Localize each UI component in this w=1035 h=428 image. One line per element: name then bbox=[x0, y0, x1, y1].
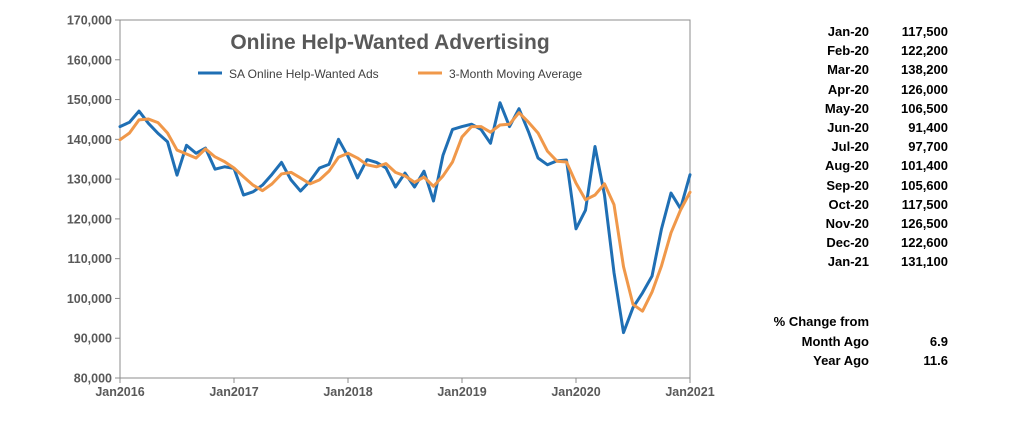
y-tick-label: 80,000 bbox=[74, 372, 112, 386]
year-ago-value: 11.6 bbox=[923, 353, 948, 368]
table-row: Feb-20 122,200 bbox=[760, 41, 948, 60]
table-month: Jul-20 bbox=[831, 139, 869, 155]
table-value: 91,400 bbox=[908, 119, 948, 135]
table-month: Jan-20 bbox=[827, 24, 869, 39]
x-tick-label: Jan2017 bbox=[209, 385, 258, 399]
table-value: 117,500 bbox=[901, 196, 948, 212]
table-month: May-20 bbox=[824, 100, 869, 116]
line-chart: 80,000 90,000 100,000 110,000 120,000 130,000… bbox=[67, 14, 715, 400]
table-value: 126,000 bbox=[901, 81, 948, 97]
y-tick-label: 140,000 bbox=[67, 133, 112, 147]
table-row: Jan-21 131,100 bbox=[760, 252, 948, 271]
y-tick-label: 110,000 bbox=[68, 252, 113, 266]
table-value: 105,600 bbox=[901, 177, 948, 193]
table-month: Nov-20 bbox=[825, 215, 869, 231]
month-ago-value: 6.9 bbox=[929, 334, 948, 349]
plot-frame bbox=[119, 19, 691, 379]
table-month: Jan-21 bbox=[827, 254, 869, 270]
table-value: 122,200 bbox=[901, 43, 948, 59]
x-tick-label: Jan2016 bbox=[95, 385, 144, 399]
x-tick-label: Jan2019 bbox=[437, 385, 486, 399]
table-month: Apr-20 bbox=[827, 81, 869, 97]
table-value: 106,500 bbox=[901, 100, 948, 116]
legend-label-moving-average: 3-Month Moving Average bbox=[449, 67, 583, 81]
table-row: Jan-20 117,500 bbox=[760, 22, 948, 41]
year-ago-row: Year Ago 11.6 bbox=[760, 351, 948, 370]
table-month: Oct-20 bbox=[828, 196, 869, 212]
table-month: Jun-20 bbox=[827, 119, 869, 135]
table-row: Apr-20 126,000 bbox=[760, 80, 948, 99]
x-tick-label: Jan2020 bbox=[551, 385, 600, 399]
table-month: Dec-20 bbox=[826, 235, 869, 251]
y-tick-label: 130,000 bbox=[67, 173, 112, 187]
y-tick-label: 90,000 bbox=[74, 332, 112, 346]
year-ago-label: Year Ago bbox=[813, 353, 869, 368]
table-row: Mar-20 138,200 bbox=[760, 60, 948, 79]
x-tick-label: Jan2021 bbox=[665, 385, 714, 399]
table-value: 126,500 bbox=[901, 215, 948, 231]
y-tick-label: 170,000 bbox=[67, 14, 112, 28]
table-value: 101,400 bbox=[901, 158, 948, 174]
table-row: Dec-20 122,600 bbox=[760, 233, 948, 252]
y-tick-label: 120,000 bbox=[67, 212, 112, 226]
series-line-sa-ads bbox=[118, 101, 692, 335]
table-row: Aug-20 101,400 bbox=[760, 156, 948, 175]
table-month: Sep-20 bbox=[826, 177, 869, 193]
table-value: 138,200 bbox=[901, 62, 948, 78]
table-row: Oct-20 117,500 bbox=[760, 195, 948, 214]
x-tick-label: Jan2018 bbox=[323, 385, 372, 399]
table-value: 97,700 bbox=[908, 139, 948, 155]
month-ago-label: Month Ago bbox=[801, 334, 869, 349]
table-value: 117,500 bbox=[901, 24, 948, 39]
table-row: May-20 106,500 bbox=[760, 99, 948, 118]
table-row: Sep-20 105,600 bbox=[760, 176, 948, 195]
table-value: 122,600 bbox=[901, 235, 948, 251]
percent-change-heading: % Change from bbox=[773, 314, 869, 329]
y-tick-label: 100,000 bbox=[67, 292, 112, 306]
month-ago-row: Month Ago 6.9 bbox=[760, 332, 948, 351]
legend: SA Online Help-Wanted Ads 3-Month Moving… bbox=[198, 67, 583, 81]
series-line-moving-average bbox=[118, 111, 692, 313]
table-row: Jul-20 97,700 bbox=[760, 137, 948, 156]
table-month: Aug-20 bbox=[824, 158, 869, 174]
percent-change-block: % Change from Month Ago 6.9 Year Ago 11.… bbox=[760, 312, 948, 370]
y-tick-label: 150,000 bbox=[67, 93, 112, 107]
chart-title: Online Help-Wanted Advertising bbox=[230, 31, 549, 54]
table-row: Nov-20 126,500 bbox=[760, 214, 948, 233]
table-month: Mar-20 bbox=[827, 62, 869, 78]
table-row: Jun-20 91,400 bbox=[760, 118, 948, 137]
monthly-values-table: Jan-20 117,500 Feb-20 122,200 Mar-20 138,200 A… bbox=[760, 22, 948, 271]
table-value: 131,100 bbox=[901, 254, 948, 270]
legend-label-sa-ads: SA Online Help-Wanted Ads bbox=[229, 67, 379, 81]
y-tick-label: 160,000 bbox=[67, 53, 112, 67]
table-month: Feb-20 bbox=[827, 43, 869, 59]
